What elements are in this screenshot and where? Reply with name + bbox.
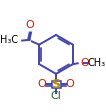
Text: CH₃: CH₃: [88, 58, 106, 68]
Text: S: S: [52, 78, 61, 91]
Text: O: O: [66, 79, 74, 89]
Text: O: O: [38, 79, 47, 89]
Text: O: O: [80, 58, 89, 68]
Text: H₃C: H₃C: [0, 35, 18, 45]
Text: O: O: [26, 20, 35, 30]
Bar: [52, 81, 61, 88]
Text: Cl: Cl: [51, 91, 61, 101]
